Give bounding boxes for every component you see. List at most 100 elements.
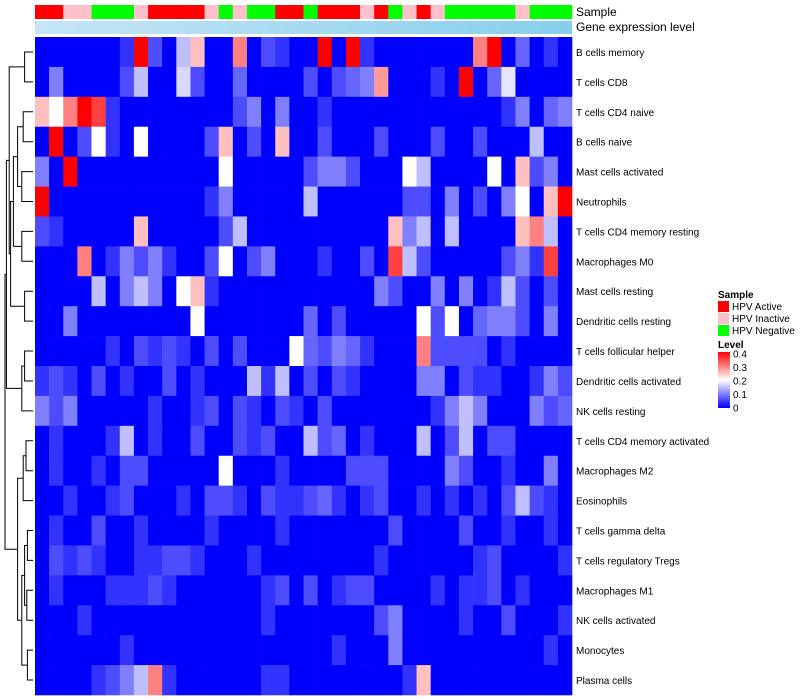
heatmap-cell — [529, 665, 545, 696]
heatmap-cell — [190, 186, 205, 217]
heatmap-cell — [317, 96, 333, 128]
heatmap-cell — [430, 515, 446, 546]
heatmap-cell — [176, 96, 191, 128]
heatmap-cell — [331, 216, 347, 247]
heatmap-cell — [204, 96, 220, 128]
heatmap-cell — [246, 545, 262, 576]
heatmap-cell — [374, 455, 389, 486]
heatmap-cell — [416, 515, 431, 546]
heatmap-cell — [529, 366, 545, 397]
heatmap-cell — [458, 66, 474, 98]
heatmap-cell — [232, 455, 248, 486]
heatmap-cell — [275, 455, 290, 486]
heatmap-cell — [218, 425, 234, 457]
sample-track-cell — [275, 5, 290, 19]
heatmap-cell — [515, 665, 530, 696]
heatmap-cell — [374, 395, 389, 427]
heatmap-cell — [218, 96, 234, 128]
heatmap-cell — [444, 485, 460, 516]
heatmap-cell — [232, 485, 248, 516]
heatmap-cell — [360, 156, 375, 187]
heatmap-cell — [133, 635, 149, 666]
heatmap-cell — [105, 425, 121, 457]
heatmap-cell — [63, 216, 78, 247]
heatmap-cell — [458, 276, 474, 307]
heatmap-cell — [148, 395, 163, 427]
heatmap-cell — [317, 665, 333, 696]
heatmap-cell — [501, 216, 516, 247]
heatmap-cell — [49, 156, 64, 187]
heatmap-cell — [218, 485, 234, 516]
heatmap-cell — [487, 455, 502, 486]
heatmap-cell — [77, 186, 92, 217]
heatmap-cell — [77, 485, 92, 516]
heatmap-cell — [515, 635, 530, 666]
heatmap-cell — [289, 336, 304, 367]
heatmap-cell — [473, 216, 488, 247]
heatmap-cell — [190, 96, 205, 128]
heatmap-cell — [458, 515, 474, 546]
heatmap-cell — [444, 306, 460, 337]
heatmap-cell — [430, 306, 446, 337]
heatmap-cell — [388, 216, 403, 247]
heatmap-cell — [204, 635, 220, 666]
heatmap-cell — [91, 156, 106, 187]
heatmap-cell — [487, 37, 502, 68]
heatmap-cell — [374, 575, 389, 606]
heatmap-cell — [49, 455, 64, 486]
heatmap-cell — [133, 425, 149, 457]
heatmap-cell — [218, 186, 234, 217]
heatmap-cell — [430, 485, 446, 516]
heatmap-cell — [105, 515, 121, 546]
heatmap-cell — [133, 366, 149, 397]
sample-track-cell — [303, 5, 318, 19]
heatmap-cell — [77, 126, 92, 157]
heatmap-cell — [374, 336, 389, 367]
heatmap-cell — [77, 306, 92, 337]
heatmap-cell — [557, 545, 573, 576]
heatmap-cell — [148, 156, 163, 187]
heatmap-cell — [218, 156, 234, 187]
heatmap-cell — [374, 37, 389, 68]
heatmap-cell — [430, 545, 446, 576]
heatmap-cell — [35, 395, 50, 427]
heatmap-cell — [275, 276, 290, 307]
sample-track-cell — [105, 5, 121, 19]
heatmap-cell — [360, 455, 375, 486]
heatmap-cell — [487, 216, 502, 247]
heatmap-cell — [303, 515, 318, 546]
heatmap-cell — [133, 126, 149, 157]
heatmap-cell — [218, 605, 234, 636]
heatmap-cell — [345, 37, 361, 68]
heatmap-cell — [473, 126, 488, 157]
dendrogram-branch — [21, 171, 33, 202]
heatmap-cell — [246, 186, 262, 217]
heatmap-cell — [63, 66, 78, 98]
heatmap-cell — [430, 575, 446, 606]
heatmap-cell — [162, 246, 177, 277]
heatmap-cell — [246, 216, 262, 247]
sample-track-cell — [317, 5, 333, 19]
heatmap-cell — [63, 246, 78, 277]
heatmap-cell — [246, 515, 262, 546]
heatmap-cell — [444, 515, 460, 546]
heatmap-cell — [176, 276, 191, 307]
sample-track-cell — [232, 5, 248, 19]
heatmap-cell — [543, 306, 559, 337]
heatmap-cell — [416, 96, 431, 128]
heatmap-cell — [487, 366, 502, 397]
heatmap-cell — [204, 515, 220, 546]
heatmap-cell — [190, 216, 205, 247]
heatmap-cell — [557, 37, 573, 68]
dendrogram-branch — [21, 230, 33, 262]
heatmap-cell — [557, 665, 573, 696]
heatmap-cell — [317, 37, 333, 68]
heatmap-cell — [458, 366, 474, 397]
heatmap-cell — [190, 246, 205, 277]
heatmap-cell — [331, 395, 347, 427]
heatmap-cell — [162, 665, 177, 696]
heatmap-cell — [289, 515, 304, 546]
heatmap-cell — [487, 485, 502, 516]
heatmap-cell — [77, 216, 92, 247]
heatmap-cell — [218, 216, 234, 247]
